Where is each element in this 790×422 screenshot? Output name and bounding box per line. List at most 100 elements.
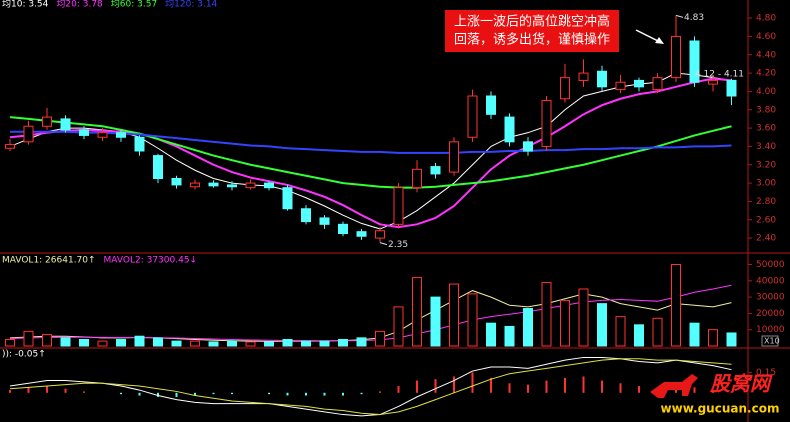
candle-body: [375, 230, 385, 239]
volume-bar: [375, 330, 385, 347]
volume-bar: [560, 299, 570, 347]
volume-bar: [116, 338, 126, 347]
volume-bar: [615, 316, 626, 347]
volume-bar: [60, 337, 71, 347]
y-tick-label: 3.40: [756, 142, 776, 152]
ma-line: [9, 356, 732, 417]
volume-bar: [208, 341, 219, 347]
watermark-icon: [650, 374, 698, 398]
candle-body: [42, 116, 52, 127]
callout-arrow: [635, 29, 661, 43]
candle-body: [23, 125, 34, 143]
candle-body: [97, 132, 108, 138]
y-tick-label: 3.20: [756, 160, 776, 170]
candle-body: [560, 77, 570, 100]
candle-body: [430, 166, 441, 175]
volume-bar: [449, 283, 459, 347]
candle-body: [449, 141, 459, 173]
volume-bar: [319, 340, 330, 347]
volume-bar: [652, 317, 663, 347]
volume-bar: [245, 341, 256, 347]
high-pointer: [675, 14, 684, 18]
low-label: 2.35: [388, 240, 408, 250]
y-tick-label: 4.00: [756, 87, 776, 97]
ma-line: [10, 130, 732, 154]
candle-body: [60, 118, 71, 131]
candle-body: [171, 178, 182, 186]
candle-body: [190, 182, 200, 188]
y-tick-label: 3.60: [756, 124, 776, 134]
y-tick-label: 4.60: [756, 32, 776, 42]
candle-body: [338, 223, 348, 234]
candle-body: [227, 184, 237, 188]
candle-body: [301, 208, 311, 223]
high-label: 4.83: [684, 13, 704, 23]
legend-entry: 均20: 3.78: [56, 0, 103, 10]
y-tick-label: 30000: [756, 293, 785, 303]
volume-bar: [227, 340, 237, 347]
candle-body: [671, 35, 681, 79]
y-tick-label: 4.80: [756, 14, 776, 24]
volume-bar: [578, 288, 589, 347]
y-tick-label: 3.00: [756, 179, 776, 189]
candle-body: [541, 100, 552, 147]
volume-bar: [42, 334, 52, 347]
candle-body: [486, 95, 496, 115]
candle-body: [153, 155, 163, 179]
candle-body: [504, 116, 515, 143]
callout-text: 回落，诱多出货，谨慎操作: [454, 32, 610, 48]
legend-entry: MAVOL1: 26641.70↑: [2, 256, 96, 266]
candle-body: [208, 182, 219, 187]
candle-body: [356, 231, 367, 237]
candle-body: [523, 141, 533, 152]
unit-box: [761, 335, 779, 347]
candle-body: [726, 79, 737, 97]
volume-bar: [5, 338, 15, 347]
unit-label: X10: [764, 337, 780, 346]
candle-body: [319, 217, 330, 225]
volume-bar: [412, 277, 422, 347]
y-tick-label: 2.60: [756, 215, 776, 225]
y-tick-label: 2.80: [756, 197, 776, 207]
candle-body: [689, 40, 700, 83]
volume-bar: [301, 340, 311, 347]
volume-bar: [134, 335, 145, 347]
low-pointer: [379, 242, 388, 246]
y-tick-label: 0.15: [756, 368, 776, 378]
legend-entry: 均120: 3.14: [165, 0, 217, 10]
volume-bar: [689, 322, 700, 347]
legend-entry: MAVOL2: 37300.45↓: [104, 256, 198, 266]
candle-body: [615, 81, 626, 91]
legend-entry: 均60: 3.57: [111, 0, 157, 10]
candle-body: [393, 187, 404, 225]
volume-bar: [79, 338, 89, 347]
volume-bar: [282, 338, 293, 347]
candle-body: [79, 129, 89, 136]
volume-bar: [523, 308, 533, 347]
legend-entry: )): -0.05↑: [2, 350, 46, 360]
watermark-brand: 股窝网: [709, 372, 773, 396]
candle-body: [652, 77, 663, 91]
y-tick-label: 40000: [756, 276, 785, 286]
volume-bar: [486, 322, 496, 347]
y-tick-label: 10000: [756, 325, 785, 335]
candle-body: [264, 182, 274, 189]
volume-bar: [671, 264, 681, 347]
candle-body: [245, 182, 256, 189]
y-tick-label: 4.20: [756, 69, 776, 79]
y-tick-label: 50000: [756, 260, 785, 270]
volume-bar: [393, 306, 404, 347]
candle-body: [578, 72, 589, 81]
volume-bar: [467, 293, 478, 347]
callout-arrowhead: [655, 37, 664, 44]
volume-bar: [153, 337, 163, 347]
volume-bar: [23, 330, 34, 347]
volume-bar: [430, 296, 441, 347]
candle-body: [597, 70, 607, 88]
ma-line: [9, 358, 732, 416]
candle-body: [412, 168, 422, 189]
y-tick-label: 4.40: [756, 50, 776, 60]
volume-bar: [634, 324, 644, 347]
volume-bar: [541, 281, 552, 347]
